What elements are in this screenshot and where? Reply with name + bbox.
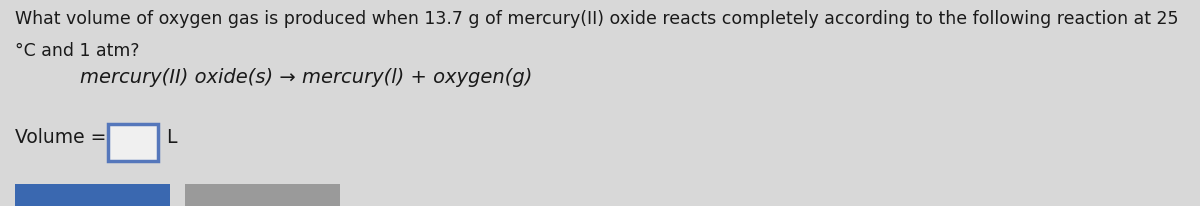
Bar <box>14 184 170 206</box>
Text: °C and 1 atm?: °C and 1 atm? <box>14 42 139 60</box>
Text: mercury(II) oxide(s) → mercury(l) + oxygen(g): mercury(II) oxide(s) → mercury(l) + oxyg… <box>80 68 533 87</box>
Bar <box>108 124 158 161</box>
Text: What volume of oxygen gas is produced when 13.7 g of mercury(II) oxide reacts co: What volume of oxygen gas is produced wh… <box>14 10 1178 28</box>
Bar <box>185 184 340 206</box>
Text: Volume =: Volume = <box>14 127 107 146</box>
Text: L: L <box>166 127 176 146</box>
